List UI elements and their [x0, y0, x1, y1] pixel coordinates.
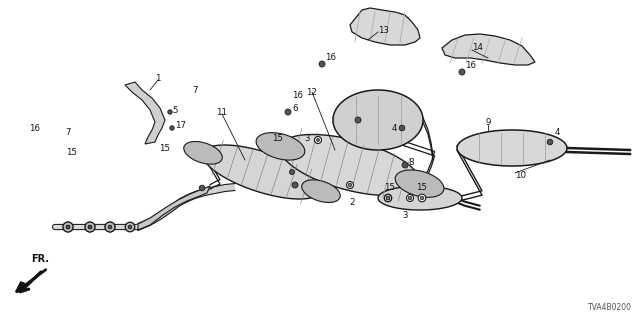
Polygon shape	[148, 212, 164, 225]
Circle shape	[385, 195, 392, 202]
Circle shape	[346, 181, 353, 188]
Circle shape	[406, 195, 413, 202]
Polygon shape	[194, 189, 206, 198]
Ellipse shape	[301, 180, 340, 203]
Circle shape	[168, 110, 172, 114]
Polygon shape	[170, 199, 182, 211]
Circle shape	[170, 126, 174, 130]
Circle shape	[547, 139, 553, 145]
Circle shape	[285, 109, 291, 115]
Circle shape	[88, 225, 92, 229]
Polygon shape	[160, 205, 174, 218]
Circle shape	[399, 125, 405, 131]
Circle shape	[319, 61, 325, 67]
Polygon shape	[225, 183, 236, 191]
Circle shape	[85, 222, 95, 232]
Text: 16: 16	[29, 124, 40, 132]
Polygon shape	[125, 82, 165, 144]
Circle shape	[289, 170, 294, 174]
Circle shape	[105, 222, 115, 232]
Circle shape	[384, 194, 392, 202]
Text: 10: 10	[515, 171, 526, 180]
Text: 16: 16	[292, 91, 303, 100]
Polygon shape	[203, 145, 321, 199]
Circle shape	[317, 139, 319, 141]
Polygon shape	[138, 186, 210, 230]
Circle shape	[105, 222, 115, 232]
Text: 9: 9	[485, 117, 491, 126]
Text: 14: 14	[472, 44, 483, 52]
Ellipse shape	[184, 141, 222, 164]
Circle shape	[128, 225, 132, 229]
Circle shape	[314, 137, 321, 143]
Polygon shape	[214, 185, 226, 193]
Circle shape	[348, 183, 352, 187]
Ellipse shape	[256, 133, 305, 160]
Polygon shape	[378, 186, 462, 210]
Text: 15: 15	[385, 183, 396, 193]
Text: 15: 15	[67, 148, 77, 156]
Circle shape	[63, 222, 73, 232]
Text: 8: 8	[408, 157, 413, 166]
Text: 7: 7	[192, 85, 198, 94]
Text: 12: 12	[307, 87, 317, 97]
Text: 16: 16	[325, 53, 336, 62]
Ellipse shape	[395, 170, 444, 197]
Circle shape	[88, 225, 92, 229]
Polygon shape	[137, 219, 151, 230]
Circle shape	[420, 196, 424, 200]
Circle shape	[108, 225, 112, 229]
Circle shape	[418, 194, 426, 202]
Text: 3: 3	[403, 211, 408, 220]
Circle shape	[86, 223, 94, 231]
Text: 15: 15	[159, 143, 170, 153]
Text: 5: 5	[172, 106, 177, 115]
Text: 15: 15	[417, 183, 428, 193]
Text: 4: 4	[555, 127, 561, 137]
Polygon shape	[457, 130, 567, 166]
Circle shape	[108, 225, 112, 229]
Polygon shape	[204, 187, 216, 196]
Text: 16: 16	[465, 60, 476, 69]
Circle shape	[355, 117, 361, 123]
Text: 15: 15	[273, 133, 284, 142]
Polygon shape	[179, 195, 189, 205]
Polygon shape	[442, 34, 535, 65]
Text: 17: 17	[175, 121, 186, 130]
Circle shape	[199, 185, 205, 191]
Text: 3: 3	[305, 133, 310, 142]
Text: 13: 13	[378, 26, 389, 35]
Circle shape	[66, 225, 70, 229]
Text: 4: 4	[392, 124, 397, 132]
Circle shape	[88, 225, 92, 229]
Circle shape	[292, 182, 298, 188]
Circle shape	[386, 196, 390, 200]
Text: FR.: FR.	[31, 254, 49, 264]
Circle shape	[63, 222, 73, 232]
Polygon shape	[280, 134, 420, 196]
Text: 1: 1	[156, 74, 161, 83]
Circle shape	[66, 225, 70, 229]
Circle shape	[85, 222, 95, 232]
Circle shape	[66, 225, 70, 229]
Polygon shape	[187, 192, 196, 201]
Circle shape	[408, 196, 412, 200]
Text: 6: 6	[292, 103, 298, 113]
Circle shape	[402, 162, 408, 168]
Text: TVA4B0200: TVA4B0200	[588, 303, 632, 312]
Circle shape	[125, 222, 135, 232]
Text: 11: 11	[216, 108, 227, 116]
Polygon shape	[333, 90, 423, 150]
Circle shape	[459, 69, 465, 75]
Circle shape	[386, 196, 390, 200]
Polygon shape	[350, 8, 420, 45]
Circle shape	[64, 223, 72, 231]
Text: 7: 7	[65, 127, 70, 137]
Text: 2: 2	[349, 197, 355, 206]
